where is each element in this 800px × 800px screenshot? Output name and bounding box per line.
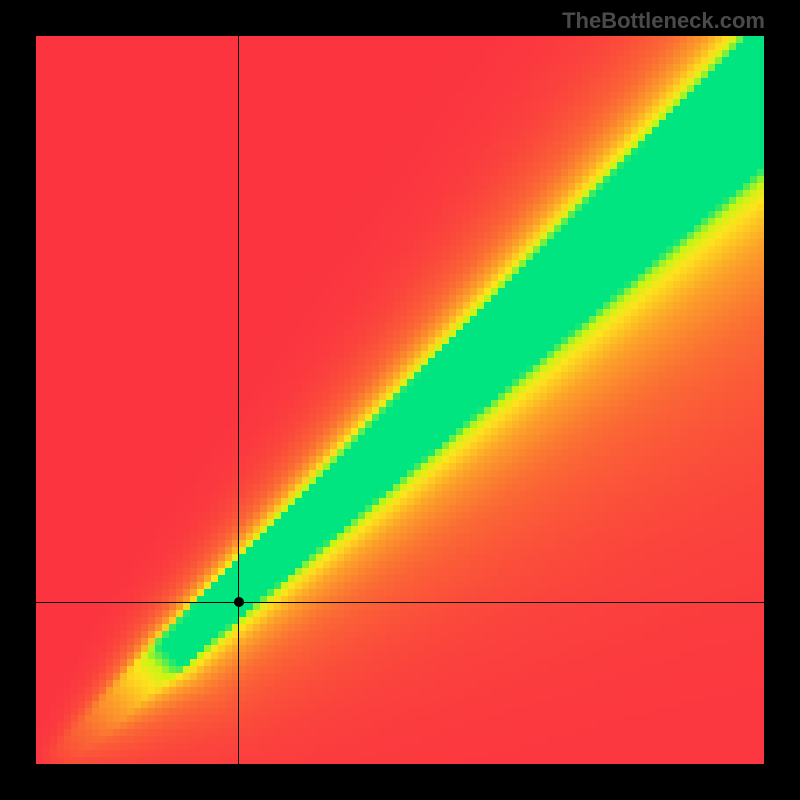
marker-dot [234,597,244,607]
crosshair-horizontal [36,602,764,603]
heatmap-canvas [36,36,764,764]
plot-area [36,36,764,764]
chart-container: TheBottleneck.com [0,0,800,800]
watermark-text: TheBottleneck.com [562,8,765,34]
crosshair-vertical [238,36,239,764]
